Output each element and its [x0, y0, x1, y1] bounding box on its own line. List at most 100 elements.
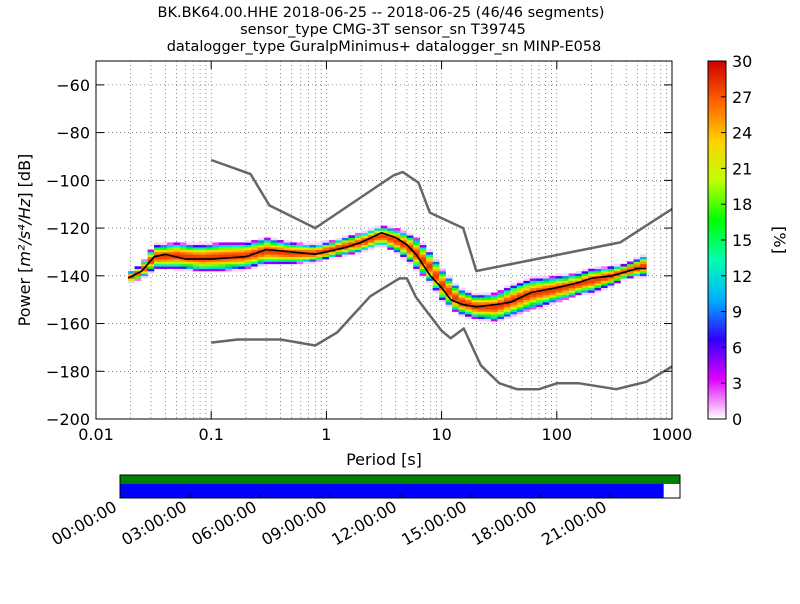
- density-cell: [322, 256, 330, 260]
- density-cell: [413, 259, 420, 262]
- density-cell: [503, 287, 511, 291]
- density-cell: [296, 242, 304, 246]
- density-cell: [445, 278, 453, 281]
- density-cell: [400, 230, 408, 234]
- density-cell: [413, 244, 420, 248]
- density-cell: [205, 268, 213, 272]
- density-cell: [516, 282, 524, 286]
- density-cell: [205, 242, 213, 246]
- density-cell: [270, 256, 278, 260]
- density-cell: [192, 263, 200, 267]
- density-cell: [510, 294, 518, 298]
- density-cell: [186, 266, 194, 269]
- density-cell: [147, 261, 155, 265]
- x-tick-label: 10: [431, 425, 451, 444]
- density-cell: [316, 254, 323, 258]
- density-cell: [419, 271, 427, 274]
- colorbar-tick-label: 9: [732, 303, 742, 322]
- density-cell: [225, 259, 233, 262]
- density-cell: [568, 290, 576, 293]
- density-cell: [633, 268, 641, 272]
- density-cell: [426, 251, 433, 255]
- density-cell: [452, 306, 459, 310]
- density-cell: [283, 261, 291, 265]
- density-cell: [290, 259, 297, 262]
- density-cell: [607, 285, 615, 289]
- timeline-tick-label: 00:00:00: [48, 497, 120, 549]
- density-cell: [283, 254, 291, 258]
- timeline-tick-label: 12:00:00: [328, 497, 400, 549]
- density-cell: [465, 313, 472, 317]
- density-cell: [458, 294, 466, 298]
- density-cell: [244, 266, 252, 269]
- density-cell: [497, 294, 505, 298]
- density-cell: [341, 249, 349, 253]
- density-cell: [335, 240, 343, 243]
- density-cell: [555, 273, 563, 277]
- density-cell: [147, 256, 155, 260]
- density-cell: [166, 259, 174, 262]
- density-cell: [477, 302, 485, 305]
- density-cell: [212, 249, 220, 253]
- density-cell: [244, 261, 252, 265]
- colorbar-tick-label: 0: [732, 410, 742, 429]
- density-cell: [231, 266, 239, 269]
- density-cell: [257, 240, 265, 243]
- density-cell: [503, 304, 511, 308]
- density-cell: [218, 247, 226, 250]
- density-cell: [406, 249, 414, 253]
- density-cell: [406, 254, 414, 258]
- density-cell: [413, 263, 420, 267]
- density-cell: [316, 247, 323, 250]
- density-cell: [251, 256, 258, 260]
- density-cell: [588, 292, 595, 296]
- density-cell: [244, 259, 252, 262]
- density-cell: [523, 297, 531, 300]
- timeline-tick-label: 21:00:00: [538, 497, 610, 549]
- density-cell: [212, 266, 220, 269]
- density-cell: [335, 242, 343, 246]
- density-cell: [154, 247, 161, 250]
- density-cell: [406, 244, 414, 248]
- density-cell: [439, 273, 446, 277]
- density-cell: [490, 318, 498, 322]
- density-cell: [134, 273, 142, 277]
- density-cell: [594, 266, 602, 269]
- density-cell: [419, 261, 427, 265]
- density-cell: [361, 244, 369, 248]
- density-cell: [458, 309, 466, 312]
- density-cell: [251, 242, 258, 246]
- density-cell: [166, 249, 174, 253]
- density-cell: [400, 249, 408, 253]
- density-cell: [465, 299, 472, 303]
- density-cell: [387, 225, 395, 229]
- density-cell: [277, 244, 284, 248]
- density-cell: [419, 259, 427, 262]
- density-cell: [458, 290, 466, 293]
- density-cell: [445, 304, 453, 308]
- density-cell: [413, 237, 420, 241]
- density-cell: [361, 249, 369, 253]
- density-cell: [562, 290, 569, 293]
- density-cell: [639, 268, 647, 272]
- density-cell: [445, 287, 453, 291]
- density-cell: [192, 251, 200, 255]
- density-cell: [277, 251, 284, 255]
- density-cell: [497, 309, 505, 312]
- density-cell: [393, 235, 401, 238]
- density-cell: [497, 318, 505, 322]
- density-cell: [374, 225, 382, 229]
- density-cell: [205, 266, 213, 269]
- density-cell: [594, 268, 602, 272]
- density-cell: [173, 268, 181, 272]
- density-cell: [328, 254, 336, 258]
- density-cell: [212, 251, 220, 255]
- density-cell: [588, 278, 595, 281]
- density-cell: [542, 299, 550, 303]
- density-cell: [542, 297, 550, 300]
- density-cell: [620, 278, 628, 281]
- density-cell: [166, 261, 174, 265]
- density-cell: [633, 273, 641, 277]
- density-cell: [225, 268, 233, 272]
- density-cell: [620, 266, 628, 269]
